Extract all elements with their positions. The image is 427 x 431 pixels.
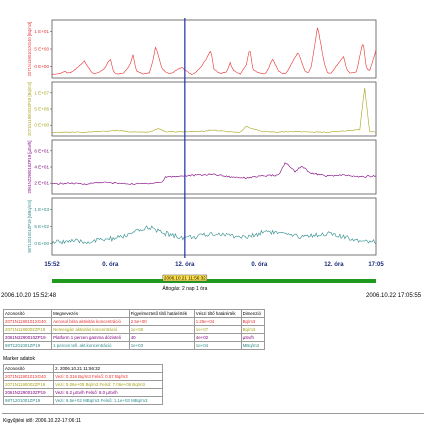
table-cell: MBq/m3 (240, 341, 266, 350)
y-tick-label: 5 E+02 (34, 224, 49, 229)
x-tick-label: 0. óra (102, 262, 119, 268)
x-tick-label: 17:05 (368, 262, 384, 268)
y-tick-label: 0 E+00 (34, 64, 49, 69)
table-cell: 1.25e+04 (193, 317, 242, 326)
panel-frame-2 (51, 81, 377, 137)
range-end: 2006.10.22 17:05:55 (366, 293, 422, 299)
table-cell: Aerosol béta aktivitás koncentráció (51, 317, 130, 326)
table-cell: 1e+03 (128, 341, 195, 350)
x-tick-label: 12. óra (175, 262, 195, 268)
detector-table: Azonosító Megnevezés Figyelmeztető tiltő h… (2, 309, 266, 350)
table-cell: Vezi: 0.316 Bq/m3 Felső: 0.57 Bq/m3 (53, 372, 163, 381)
table-cell: Platform 1 percen gamma dózisteli (51, 333, 130, 342)
x-tick-label: 12. óra (324, 262, 344, 268)
table-cell: µSv/h (240, 333, 266, 342)
y-tick-label: 5 E+06 (34, 107, 49, 112)
table-cell: Azonosító (2, 364, 55, 373)
x-tick-label: 0. óra (251, 262, 268, 268)
range-label: Áttogás: 2 nap 1 óra (162, 285, 207, 292)
table-row: 2071N1190002ZP19 Nemesgáz aktivitás konce… (2, 325, 266, 334)
cursor-label-box (162, 274, 208, 282)
table-cell: Figyelmeztető tiltő határérték (128, 309, 195, 318)
marker-row: 98T1201001ZP19 Vezi: 9.5e+02 MBq/m3 Felső… (2, 396, 163, 405)
timeline-bar (52, 279, 376, 283)
y-axis-label: 2071N1190101XG40 [Bq/m3] (27, 22, 32, 77)
table-cell: 2071N1190002ZP19 (2, 380, 55, 389)
table-cell: Bq/m3 (240, 317, 266, 326)
y-tick-label: 1 E+07 (34, 90, 49, 95)
cursor-label: 2006.10.21 11:56:32 (164, 276, 206, 281)
table-cell: Dimenzió (240, 309, 266, 318)
footer-divider (2, 413, 424, 414)
table-cell: 2071N1190101XG40 (2, 317, 53, 326)
table-cell: 2071N1190101XG40 (2, 372, 55, 381)
table-row: 2061N2290010ZP19 Platform 1 percen gamma … (2, 333, 266, 342)
table-row: 98T1201001ZP19 1 percen tell. akt.koncent… (2, 341, 266, 350)
table-cell: 98T1201001ZP19 (2, 396, 55, 405)
range-start: 2006.10.20 15:52:48 (1, 293, 57, 299)
y-tick-label: 2 E+01 (34, 181, 49, 186)
series-line-1 (51, 27, 377, 76)
panel-frame-4 (51, 197, 377, 256)
y-tick-label: 1 E+01 (34, 29, 49, 34)
table-cell: Vezi: 6.2 µSv/h Felső: 8.0 µSv/h (53, 388, 163, 397)
series-line-4 (51, 225, 377, 245)
table-cell: 4e+02 (193, 333, 242, 342)
series-line-2 (51, 88, 377, 134)
table-cell: 1e+07 (193, 325, 242, 334)
table-cell: Nemesgáz aktivitás koncentráció (51, 325, 130, 334)
table-cell: Vészi tiltő határérték (193, 309, 242, 318)
table-cell: 1e+04 (193, 341, 242, 350)
table-cell: 1 percen tell. akt.koncentráció (51, 341, 130, 350)
y-axis-label: 2061N2290010ZP19 [µSv/h] (27, 141, 32, 194)
y-tick-label: 6 E+01 (34, 148, 49, 153)
series-line-3 (51, 162, 377, 186)
table-cell: 98T1201001ZP19 (2, 341, 53, 350)
panel-frame-3 (51, 139, 377, 195)
table-cell: 2. 2006.10.21 11:56:32 (53, 364, 163, 373)
marker-title: Marker adatok (3, 356, 35, 362)
marker-row: 2071N1190002ZP19 Vezi: 5.06e+05 Bq/m3 Fel… (2, 380, 163, 389)
y-axis-label: 98T1201001ZP19 [MBq/m3] (27, 200, 32, 253)
y-tick-label: 0 E+00 (34, 241, 49, 246)
table-cell: 2.5e+00 (128, 317, 195, 326)
y-tick-label: 0 E+00 (34, 123, 49, 128)
table-cell: 2061N2290010ZP19 (2, 388, 55, 397)
marker-header-row: Azonosító 2. 2006.10.21 11:56:32 (2, 364, 163, 373)
y-tick-label: 5 E+00 (34, 47, 49, 52)
footer-timestamp: Kigyűjtési idő: 2006.10.22-17:06:11 (3, 418, 82, 424)
table-cell: Azonosító (2, 309, 53, 318)
table-cell: 2061N2290010ZP19 (2, 333, 53, 342)
y-tick-label: 1 E+03 (34, 207, 49, 212)
table-cell: Megnevezés (51, 309, 130, 318)
table-cell: Bq/m3 (240, 325, 266, 334)
y-tick-label: 4 E+01 (34, 165, 49, 170)
table-cell: 40 (128, 333, 195, 342)
x-tick-label: 15:52 (44, 262, 60, 268)
table-cell: Vezi: 5.06e+05 Bq/m3 Felső: 7.06e+05 Bq/… (53, 380, 163, 389)
table-header-row: Azonosító Megnevezés Figyelmeztető tiltő h… (2, 309, 266, 318)
table-cell: Vezi: 9.5e+02 MBq/m3 Felső: 1.1e+03 MBq/… (53, 396, 163, 405)
marker-table: Azonosító 2. 2006.10.21 11:56:32 2071N1190… (2, 364, 163, 405)
table-cell: 1e+08 (128, 325, 195, 334)
table-row: 2071N1190101XG40 Aerosol béta aktivitás k… (2, 317, 266, 326)
marker-row: 2071N1190101XG40 Vezi: 0.316 Bq/m3 Felső:… (2, 372, 163, 381)
marker-row: 2061N2290010ZP19 Vezi: 6.2 µSv/h Felső: 8… (2, 388, 163, 397)
y-axis-label: 2071N1190002ZP19 [Bq/m3] (27, 82, 32, 136)
table-cell: 2071N1190002ZP19 (2, 325, 53, 334)
